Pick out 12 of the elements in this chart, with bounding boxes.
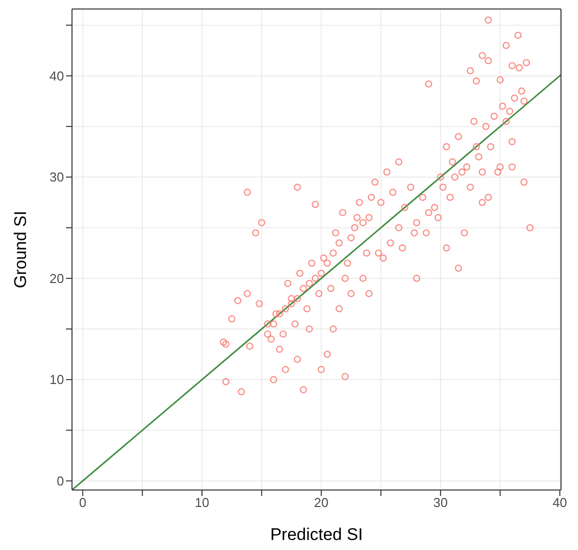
x-tick-label: 0 xyxy=(79,495,86,510)
y-tick-label: 0 xyxy=(56,474,64,488)
y-tick-label: 20 xyxy=(50,270,64,286)
x-tick-label: 30 xyxy=(433,495,448,510)
y-tick-label: 30 xyxy=(50,170,64,185)
y-axis-title: Ground SI xyxy=(11,210,30,288)
x-tick-label: 40 xyxy=(552,495,568,510)
x-axis-title: Predicted SI xyxy=(270,525,363,544)
y-tick-label: 40 xyxy=(50,68,64,84)
x-tick-label: 20 xyxy=(314,495,329,510)
x-tick-label: 10 xyxy=(194,495,210,510)
y-tick-label: 10 xyxy=(50,372,64,388)
